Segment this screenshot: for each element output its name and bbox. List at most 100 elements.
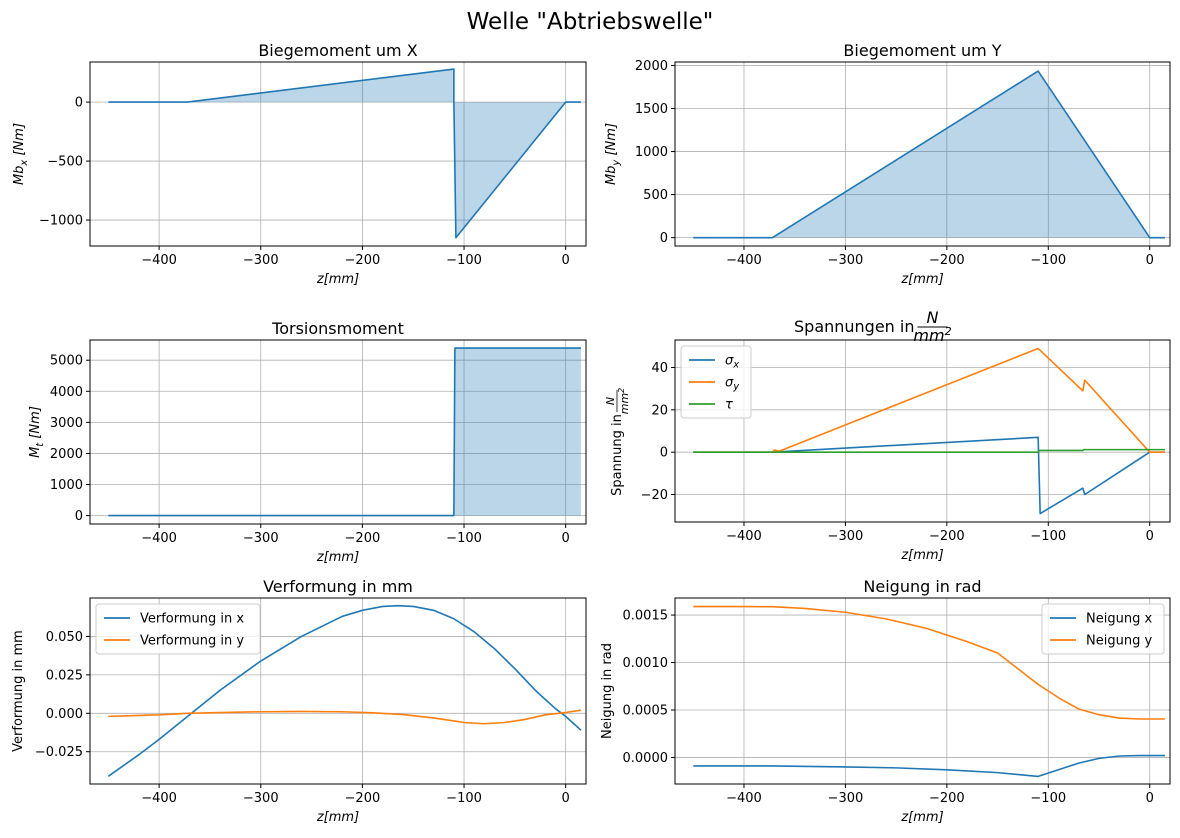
x-tick-label: 0 xyxy=(1146,253,1154,268)
axes-frame xyxy=(89,597,587,785)
y-tick-label: 500 xyxy=(643,188,668,203)
series-line-mbx-0 xyxy=(108,68,581,239)
series-line-spannungen-2 xyxy=(693,448,1165,453)
legend: Neigung x Neigung y xyxy=(1041,603,1165,655)
subplot-verformung: −400 −300 −200 −100 0 −0.025 0.000 0.025 0.050 z[… xyxy=(11,577,587,825)
y-tick-label: 0.0010 xyxy=(623,656,669,671)
x-tick-label: −100 xyxy=(446,791,482,806)
axes-frame xyxy=(89,339,587,525)
subplot-title: Torsionsmoment xyxy=(271,319,404,338)
series-fill-mt xyxy=(108,348,581,516)
y-tick-label: 40 xyxy=(651,361,668,376)
x-tick-label: −100 xyxy=(1030,253,1066,268)
x-tick-label: 0 xyxy=(562,253,570,268)
series-line-verformung-1 xyxy=(108,709,582,725)
y-tick-label: 0.025 xyxy=(46,668,83,683)
x-tick-label: −300 xyxy=(243,791,279,806)
y-axis-label-frac-den: mm2 xyxy=(617,388,631,415)
y-tick-label: 1500 xyxy=(635,102,668,117)
x-tick-label: −400 xyxy=(726,791,762,806)
x-tick-label: −300 xyxy=(828,791,864,806)
x-axis-label: z[mm] xyxy=(900,548,943,563)
y-tick-label: −1000 xyxy=(39,214,83,229)
legend-entry: Verformung in y xyxy=(140,634,244,649)
legend-frame xyxy=(95,603,261,655)
y-tick-label: 0.050 xyxy=(46,630,83,645)
subplot-mt: −400 −300 −200 −100 0 0 1000 2000 3000 4000 5000 z[… xyxy=(28,319,587,565)
x-tick-label: −400 xyxy=(726,253,762,268)
y-tick-label: 0 xyxy=(660,231,668,246)
legend-entry: Neigung x xyxy=(1086,612,1152,627)
y-axis-label-frac-num: N xyxy=(604,397,617,405)
x-tick-label: −100 xyxy=(1030,791,1066,806)
x-tick-label: 0 xyxy=(562,531,570,546)
legend: Verformung in x Verformung in y xyxy=(95,603,261,655)
subplot-title-frac-num: N xyxy=(927,308,939,327)
x-axis-label: z[mm] xyxy=(900,810,943,825)
x-tick-label: −200 xyxy=(345,531,381,546)
x-tick-label: 0 xyxy=(1146,529,1154,544)
x-axis-label: z[mm] xyxy=(316,550,359,565)
x-tick-label: −100 xyxy=(446,253,482,268)
legend: σx σy τ xyxy=(680,345,752,419)
y-axis-label: Neigung in rad xyxy=(600,643,615,739)
x-tick-label: 0 xyxy=(1146,791,1154,806)
x-tick-label: −200 xyxy=(929,529,965,544)
x-tick-label: −400 xyxy=(141,791,177,806)
y-axis-label: Mt [Nm] xyxy=(28,406,46,458)
series-line-verformung-0 xyxy=(107,604,582,777)
subplot-title: Verformung in mm xyxy=(263,577,413,596)
y-tick-label: 0.0005 xyxy=(623,703,669,718)
legend-entry: σx xyxy=(725,354,739,371)
subplot-title-frac-den: mm2 xyxy=(913,325,951,345)
series-line-spannungen-0 xyxy=(693,436,1165,515)
axes-frame xyxy=(674,61,1171,247)
subplot-mby: −400 −300 −200 −100 0 0 500 1000 1500 2000 z[mm] Mb… xyxy=(604,41,1171,287)
x-tick-label: −200 xyxy=(345,253,381,268)
y-tick-label: 2000 xyxy=(635,59,668,74)
y-tick-label: 3000 xyxy=(50,416,83,431)
x-axis-label: z[mm] xyxy=(316,272,359,287)
series-line-mby-0 xyxy=(693,70,1165,239)
axes-frame xyxy=(674,339,1171,523)
y-tick-label: 0.0000 xyxy=(623,751,669,766)
legend-frame xyxy=(1041,603,1165,655)
y-axis-label: Mby [Nm] xyxy=(604,123,622,185)
legend-frame xyxy=(680,345,752,419)
x-axis-label: z[mm] xyxy=(316,810,359,825)
x-tick-label: −100 xyxy=(1030,529,1066,544)
y-axis-label: Spannung in N mm2 xyxy=(604,388,631,496)
legend-entry: σy xyxy=(725,376,740,393)
legend-entry: Verformung in x xyxy=(140,612,244,627)
subplot-neigung: −400 −300 −200 −100 0 0.0000 0.0005 0.0010 0.001… xyxy=(600,577,1171,825)
y-tick-label: −0.025 xyxy=(35,745,83,760)
subplot-title: Neigung in rad xyxy=(863,577,981,596)
y-tick-label: 0.0015 xyxy=(623,609,669,624)
x-tick-label: −400 xyxy=(141,253,177,268)
series-fill-mby xyxy=(693,71,1165,238)
y-tick-label: 4000 xyxy=(50,385,83,400)
x-tick-label: −300 xyxy=(243,253,279,268)
y-tick-label: 0 xyxy=(75,509,83,524)
x-tick-label: −100 xyxy=(446,531,482,546)
y-tick-label: −500 xyxy=(47,155,83,170)
x-tick-label: −300 xyxy=(243,531,279,546)
legend-entry: τ xyxy=(725,398,733,413)
x-tick-label: 0 xyxy=(562,791,570,806)
y-tick-label: 2000 xyxy=(50,447,83,462)
y-tick-label: −20 xyxy=(641,488,668,503)
y-tick-label: 1000 xyxy=(635,145,668,160)
axes-frame xyxy=(674,597,1171,785)
x-tick-label: −200 xyxy=(929,791,965,806)
y-axis-label-prefix: Spannung in xyxy=(610,414,625,496)
x-tick-label: −200 xyxy=(929,253,965,268)
y-tick-label: 0 xyxy=(75,96,83,111)
y-tick-label: 1000 xyxy=(50,478,83,493)
y-tick-label: 0.000 xyxy=(46,707,83,722)
x-axis-label: z[mm] xyxy=(900,272,943,287)
x-tick-label: −200 xyxy=(345,791,381,806)
series-line-mt-0 xyxy=(108,347,581,517)
